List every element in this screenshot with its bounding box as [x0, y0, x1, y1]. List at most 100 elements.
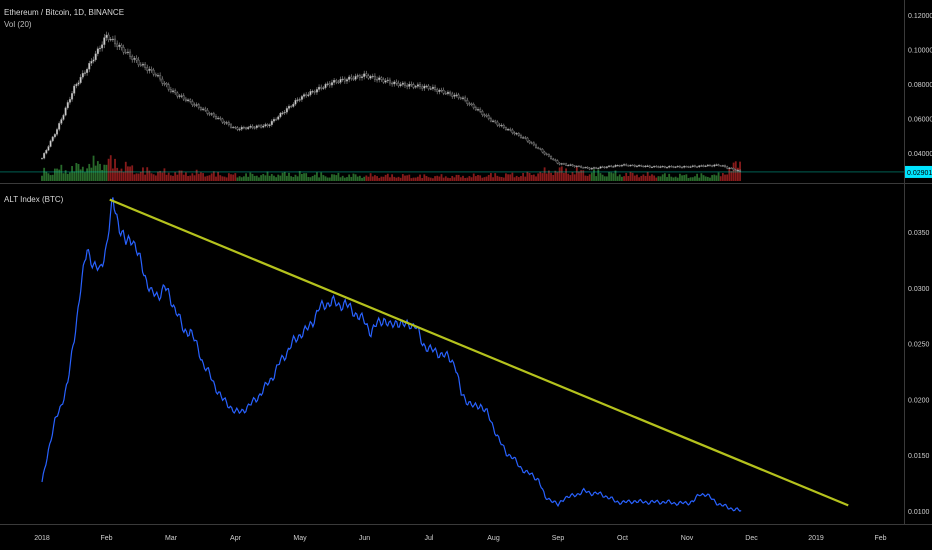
volume-bar [223, 176, 226, 181]
volume-bar [565, 168, 567, 181]
volume-bar [646, 171, 649, 181]
volume-bar [410, 178, 413, 181]
candle-body [644, 165, 647, 168]
candle-body [442, 89, 445, 94]
candle-body [691, 165, 694, 167]
volume-bar [245, 173, 247, 181]
candle-body [721, 165, 724, 167]
volume-bar [605, 176, 608, 181]
candle-body [350, 76, 353, 79]
volume-bar [681, 175, 683, 181]
volume-bar [195, 169, 198, 181]
volume-bar [419, 174, 421, 181]
volume-label[interactable]: Vol (20) [4, 20, 32, 29]
price-axis-border [904, 0, 905, 524]
candle-body [608, 165, 611, 167]
volume-bar [296, 176, 299, 181]
volume-bar [335, 175, 338, 181]
volume-bar [210, 173, 213, 181]
volume-bar [268, 175, 271, 181]
volume-bar [618, 174, 621, 181]
volume-bar [582, 170, 585, 181]
volume-bar [547, 170, 550, 181]
volume-bar [178, 170, 181, 181]
volume-bar [608, 172, 610, 181]
volume-bar [468, 176, 471, 181]
volume-bar [185, 172, 187, 181]
candle-body [324, 84, 327, 88]
candle-body [593, 167, 596, 169]
volume-bar [371, 176, 374, 181]
candle-body [161, 78, 164, 84]
candle-body [500, 124, 503, 127]
candle-body [107, 34, 110, 40]
candle-body [262, 125, 265, 128]
candle-body [466, 99, 469, 104]
volume-bar [447, 177, 449, 181]
candle-body [71, 93, 74, 100]
candle-body [305, 94, 308, 97]
volume-bar [477, 174, 479, 181]
candle-body [225, 122, 228, 124]
indicator-label[interactable]: ALT Index (BTC) [4, 195, 64, 204]
candle-body [646, 165, 649, 167]
volume-bar [189, 175, 192, 181]
candle-body [696, 166, 699, 168]
symbol-label[interactable]: Ethereum / Bitcoin, 1D, BINANCE [4, 8, 125, 17]
volume-bar [629, 171, 632, 181]
candle-body [719, 165, 722, 167]
volume-bar [689, 177, 692, 181]
candle-body [58, 123, 61, 130]
candle-body [75, 84, 78, 87]
volume-bar [365, 175, 368, 181]
volume-bar [421, 178, 424, 181]
volume-bar [64, 170, 67, 181]
volume-bar [700, 173, 703, 181]
candle-body [683, 166, 686, 168]
candle-body [77, 82, 80, 85]
volume-bar [483, 177, 486, 181]
candle-body [461, 97, 464, 99]
trendline [109, 198, 849, 507]
candle-body [633, 164, 636, 167]
candle-body [511, 129, 514, 134]
volume-bar [451, 175, 454, 181]
volume-bar [337, 172, 340, 181]
y-tick-label: 0.0200 [908, 397, 930, 404]
candle-body [169, 89, 172, 93]
volume-bar [221, 176, 224, 181]
volume-bar [260, 175, 262, 181]
candle-body [376, 79, 379, 81]
volume-bar [737, 167, 739, 181]
volume-bar [266, 171, 269, 181]
candle-body [625, 164, 628, 166]
volume-bar [133, 174, 136, 181]
volume-bar [679, 173, 681, 181]
candle-body [470, 103, 473, 105]
candle-body [227, 122, 230, 126]
candle-body [92, 59, 95, 62]
candle-body [90, 61, 93, 64]
volume-bar [672, 177, 675, 181]
volume-bar [627, 176, 630, 181]
indicator-pane[interactable]: 0.0350 0.0300 0.0250 0.0200 0.0150 0.0100 [0, 184, 932, 524]
volume-bar [599, 173, 602, 181]
candle-body [627, 165, 630, 167]
volume-bar [696, 173, 698, 181]
volume-bar [558, 167, 561, 181]
pane-separator[interactable] [0, 183, 932, 184]
candle-body [689, 166, 692, 168]
volume-bar [569, 175, 572, 181]
candle-body [483, 114, 486, 116]
candle-body [399, 84, 402, 87]
volume-bar [683, 175, 686, 181]
volume-bar [526, 171, 529, 181]
time-axis[interactable]: 2018 Feb Mar Apr May Jun Jul Aug Sep Oct Nov Dec 201… [0, 524, 932, 550]
candle-body [187, 99, 190, 102]
candle-body [240, 126, 243, 130]
volume-bar [356, 176, 359, 181]
candle-body [543, 151, 546, 155]
candle-body [517, 133, 520, 136]
candle-body [62, 114, 65, 120]
